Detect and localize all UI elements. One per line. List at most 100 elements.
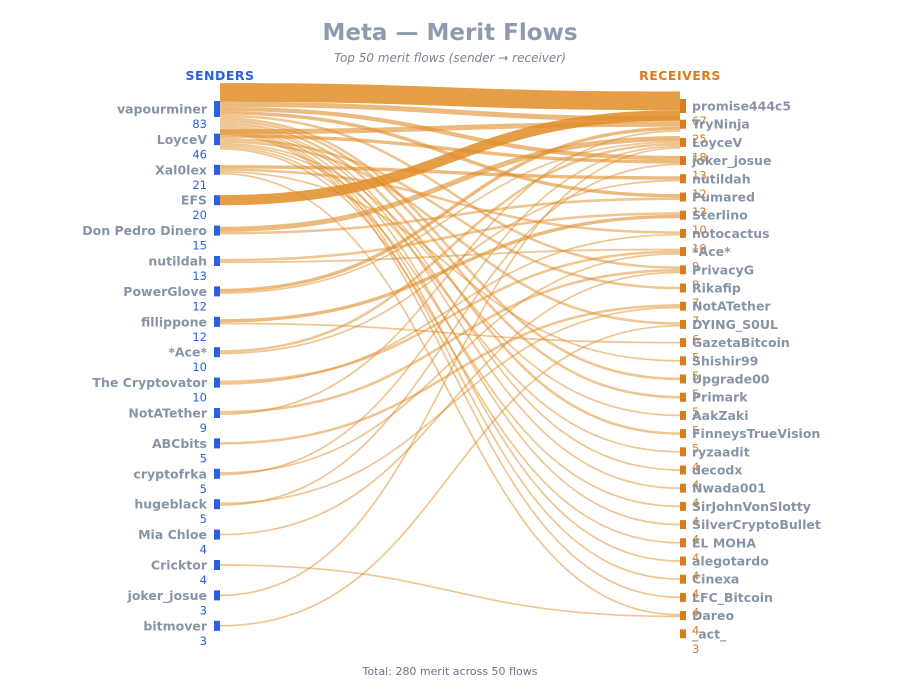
receiver-node-promise444c5	[680, 99, 686, 113]
receiver-label-ryzaadit: ryzaadit	[692, 444, 750, 459]
receiver-value-silvercryptobullet: 4	[692, 533, 699, 547]
sender-value-joker-josue: 3	[200, 603, 207, 617]
flow-nutildah-to-ace	[219, 248, 681, 264]
receiver-node-privacyg	[680, 265, 686, 275]
receiver-node-notatether	[680, 301, 686, 311]
receiver-label-silvercryptobullet: SilverCryptoBullet	[692, 517, 821, 532]
sender-node-loycev	[214, 133, 220, 146]
receiver-node-ace	[680, 247, 686, 257]
flow-hugeblack-to-joker-josue	[219, 163, 681, 506]
flow-don-pedro-dinero-to-loycev	[219, 136, 681, 232]
receiver-label-nwada001: Nwada001	[692, 481, 766, 496]
sender-label-cryptofrka: cryptofrka	[133, 466, 207, 481]
receiver-node-decodx	[680, 465, 686, 475]
sender-value-powerglove: 12	[192, 299, 207, 313]
sender-label-bitmover: bitmover	[143, 618, 207, 633]
sender-label-loycev: LoyceV	[157, 132, 208, 147]
sender-value-loycev: 46	[192, 147, 207, 161]
receiver-label-act: _act_	[692, 626, 727, 642]
sender-node-bitmover	[214, 620, 220, 631]
receiver-node-sterlino	[680, 210, 686, 220]
sender-label-the-cryptovator: The Cryptovator	[92, 375, 207, 390]
flow-notatether-to-privacyg	[219, 268, 681, 414]
receiver-label-ace: *Ace*	[692, 244, 731, 259]
receiver-label-gazetabitcoin: GazetaBitcoin	[692, 335, 790, 350]
receiver-value-shishir99: 5	[692, 369, 699, 383]
sender-node-powerglove	[214, 286, 220, 297]
sender-value-the-cryptovator: 10	[192, 391, 207, 405]
sender-node-mia-chloe	[214, 529, 220, 540]
receiver-node-notocactus	[680, 228, 686, 238]
sender-node-xal0lex	[214, 164, 220, 175]
receiver-node-shishir99	[680, 356, 686, 366]
receiver-value-upgrade00: 5	[692, 387, 699, 401]
receiver-label-tryninja: TryNinja	[692, 117, 750, 132]
flow-loycev-to-ryzaadit	[219, 144, 681, 453]
receivers-header: RECEIVERS	[639, 68, 721, 83]
flow-ace-to-nutildah	[219, 179, 681, 355]
receiver-value-cinexa: 4	[692, 587, 699, 601]
receiver-node-alegotardo	[680, 556, 686, 566]
receiver-node-dareo	[680, 611, 686, 621]
receiver-label-notatether: NotATether	[692, 299, 771, 314]
receiver-label-cinexa: Cinexa	[692, 572, 739, 587]
receiver-value-gazetabitcoin: 5	[692, 351, 699, 365]
sender-node-notatether	[214, 408, 220, 418]
flow-loycev-to-el-moha	[219, 147, 681, 544]
receiver-value-ace: 9	[692, 260, 699, 274]
receiver-node-tryninja	[680, 119, 686, 129]
receiver-value-pumared: 12	[692, 205, 707, 219]
receiver-value-nwada001: 4	[692, 496, 699, 510]
sender-label-notatether: NotATether	[128, 406, 207, 421]
receiver-value-tryninja: 25	[692, 132, 707, 146]
flow-bitmover-to-dying-s0ul	[219, 324, 681, 627]
receiver-value-notocactus: 10	[692, 241, 707, 255]
receiver-label-promise444c5: promise444c5	[692, 99, 791, 114]
receiver-label-lfc-bitcoin: LFC_Bitcoin	[692, 590, 773, 606]
sender-label-joker-josue: joker_josue	[127, 588, 207, 604]
receiver-node-dying-s0ul	[680, 319, 686, 329]
flow-vapourminer-to-promise444c5	[219, 83, 681, 111]
receiver-label-sterlino: Sterlino	[692, 208, 748, 223]
receiver-node-sirjohnvonslotty	[680, 501, 686, 511]
receiver-label-joker-josue: joker_josue	[691, 153, 771, 169]
flow-cryptofrka-to-ace	[219, 252, 681, 474]
sender-node-hugeblack	[214, 499, 220, 510]
flow-notatether-to-tryninja	[219, 130, 681, 416]
receiver-value-sterlino: 10	[692, 223, 707, 237]
sender-label-efs: EFS	[181, 193, 207, 208]
flow-powerglove-to-tryninja	[219, 126, 681, 293]
receiver-label-dareo: Dareo	[692, 608, 734, 623]
receiver-label-pumared: Pumared	[692, 190, 755, 205]
sender-value-abcbits: 5	[200, 451, 207, 465]
flow-ace-to-loycev	[219, 142, 681, 353]
sender-node-nutildah	[214, 256, 220, 266]
flow-powerglove-to-loycev	[219, 141, 681, 294]
receiver-value-alegotardo: 4	[692, 569, 699, 583]
receiver-node-silvercryptobullet	[680, 520, 686, 530]
receiver-label-upgrade00: Upgrade00	[692, 372, 770, 387]
receiver-label-el-moha: EL MOHA	[692, 535, 756, 550]
receiver-label-decodx: decodx	[692, 463, 742, 478]
receiver-node-pumared	[680, 192, 686, 202]
receiver-value-lfc-bitcoin: 4	[692, 605, 699, 619]
chart-title: Meta — Merit Flows	[322, 20, 577, 46]
chart-footer: Total: 280 merit across 50 flows	[362, 665, 538, 678]
sender-node-don-pedro-dinero	[214, 225, 220, 236]
receiver-node-gazetabitcoin	[680, 338, 686, 348]
receiver-node-lfc-bitcoin	[680, 592, 686, 602]
sender-value-cryptofrka: 5	[200, 482, 207, 496]
sender-label-powerglove: PowerGlove	[123, 284, 207, 299]
sender-value-ace: 10	[192, 360, 207, 374]
receiver-value-decodx: 4	[692, 478, 699, 492]
receiver-label-dying-s0ul: DYING_S0UL	[692, 317, 778, 333]
receiver-value-notatether: 7	[692, 314, 699, 328]
flow-cryptofrka-to-loycev	[219, 145, 681, 476]
senders-header: SENDERS	[185, 68, 254, 83]
receiver-label-finneystruevision: FinneysTrueVision	[692, 426, 820, 441]
flow-efs-to-promise444c5	[219, 110, 681, 206]
flow-loycev-to-joker-josue	[219, 134, 681, 164]
receiver-node-nutildah	[680, 174, 686, 184]
receiver-node-nwada001	[680, 483, 686, 493]
